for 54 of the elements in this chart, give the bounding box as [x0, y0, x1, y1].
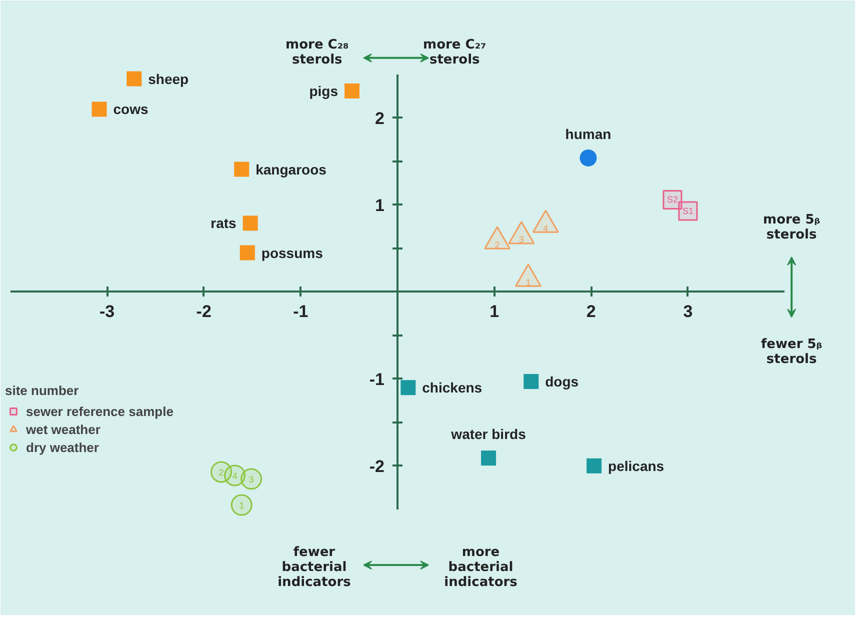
x-tick-label: -3: [99, 302, 115, 321]
annotation: 1: [526, 277, 531, 288]
annotation: water birds: [450, 426, 526, 442]
legend-title: site number: [5, 383, 80, 398]
text: more bacterial indicators: [444, 545, 518, 590]
point: [240, 245, 255, 260]
text: fewer bacterial indicators: [278, 545, 352, 590]
point: [481, 450, 496, 466]
annotation: human: [565, 126, 612, 142]
annotation: S1: [682, 206, 694, 216]
annotation: kangaroos: [256, 161, 327, 178]
annotation: rats: [210, 215, 237, 232]
annotation: cows: [113, 101, 148, 118]
annotation: 3: [248, 474, 254, 484]
annotation: S2: [666, 194, 678, 205]
annotation: 1: [239, 500, 244, 511]
point: [230, 494, 252, 516]
y-tick-label: -2: [369, 456, 385, 476]
y-tick-label: -1: [369, 370, 385, 389]
annotation: sheep: [148, 70, 189, 87]
x-tick-label: -2: [196, 302, 212, 321]
point: [586, 458, 602, 474]
point: [92, 102, 107, 117]
point: [234, 162, 250, 177]
annotation: 2: [494, 240, 500, 250]
point: [400, 380, 416, 396]
point: [126, 71, 142, 86]
annotation: possums: [261, 244, 324, 261]
text: more C₂₇ sterols: [423, 38, 486, 68]
annotation: dogs: [545, 374, 579, 390]
x-tick-label: 1: [490, 302, 500, 321]
legend-label: wet weather: [26, 421, 100, 437]
annotation: 4: [232, 470, 238, 481]
point: [344, 83, 360, 98]
legend-label: sewer reference sample: [26, 403, 174, 419]
point: [524, 374, 539, 390]
annotation: chickens: [422, 380, 482, 396]
legend-label: dry weather: [26, 439, 99, 455]
x-tick-label: 3: [683, 302, 693, 321]
x-tick-label: 2: [586, 302, 596, 321]
annotation: 3: [518, 234, 524, 245]
annotation: pelicans: [608, 458, 664, 474]
annotation: more 5ᵦ sterols: [763, 212, 820, 243]
x-tick-label: -1: [293, 302, 308, 321]
text: more C₂₈ sterols: [286, 38, 350, 68]
point: [240, 468, 262, 490]
point: [242, 216, 258, 231]
y-tick-label: 2: [375, 108, 385, 128]
annotation: fewer 5ᵦ sterols: [761, 336, 822, 367]
annotation: 4: [543, 223, 548, 234]
annotation: pigs: [309, 82, 338, 99]
point: [580, 149, 597, 166]
annotation: 2: [218, 467, 224, 478]
y-tick-label: 1: [375, 196, 385, 215]
